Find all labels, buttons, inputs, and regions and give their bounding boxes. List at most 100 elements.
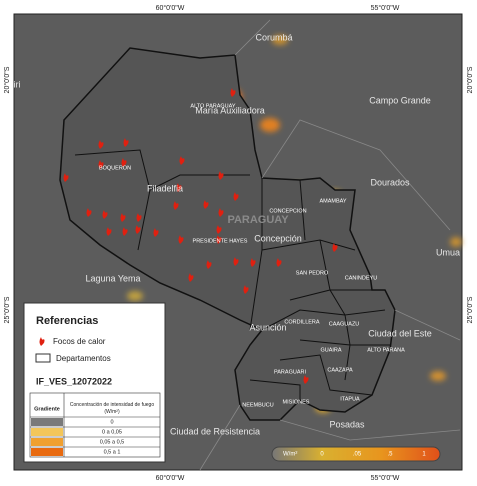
country-borders: [199, 19, 461, 471]
layer-name: IF_VES_12072022: [36, 376, 112, 386]
watermark: PARAGUAY: [227, 214, 289, 226]
department-label: GUAIRA: [320, 347, 341, 353]
place-label: Posadas: [329, 419, 365, 429]
heat-spot: [127, 291, 143, 301]
fire-icon: [98, 140, 104, 149]
place-label: Concepción: [254, 233, 302, 243]
fire-icon: [173, 201, 179, 210]
fire-icon: [250, 258, 256, 267]
fire-icon: [86, 208, 92, 217]
place-label: Asunción: [249, 322, 286, 332]
department-label: ITAPUA: [340, 396, 360, 402]
place-label: Filadelfia: [147, 183, 183, 193]
scale-unit: W/m²: [283, 452, 297, 458]
fire-icon: [206, 260, 212, 269]
country-outline: [59, 47, 396, 421]
heat-spot: [430, 371, 446, 381]
department-label: MISIONES: [283, 399, 310, 405]
fire-icon: [122, 227, 128, 236]
legend-swatch: [35, 353, 51, 363]
department-label: NEEMBUCU: [242, 402, 274, 408]
legend-item: Departamentos: [56, 354, 111, 363]
fire-icon: [176, 183, 182, 192]
fire-icon: [121, 158, 127, 167]
place-label: Umua: [436, 247, 460, 257]
fire-icon: [106, 227, 112, 236]
department-borders: [74, 149, 390, 400]
place-label: Corumbá: [255, 32, 292, 42]
fire-icon: [218, 208, 224, 217]
fire-icon: [136, 213, 142, 222]
department-label: CAAZAPA: [327, 367, 353, 373]
fire-icon: [233, 257, 239, 266]
fire-icon: [178, 235, 184, 244]
department-label: AMAMBAY: [319, 198, 346, 204]
fire-icon: [120, 213, 126, 222]
table-cell: 0,05 a 0,5: [100, 439, 124, 445]
coord-label: 25°0'0"S: [3, 296, 11, 323]
department-label: CAAGUAZU: [329, 321, 360, 327]
department-label: CANINDEYU: [345, 275, 377, 281]
scale-label: .5: [387, 452, 393, 458]
fire-icon: [188, 273, 194, 282]
fire-icon: [135, 225, 141, 234]
scale-label: .05: [353, 452, 362, 458]
scale-label: 0: [320, 452, 324, 458]
fire-icon: [179, 156, 185, 165]
legend-title: Referencias: [36, 315, 98, 327]
department-label: ALTO PARAGUAY: [190, 103, 235, 109]
department-label: PARAGUARI: [274, 369, 306, 375]
fire-icon: [332, 243, 338, 252]
department-label: PRESIDENTE HAYES: [193, 238, 248, 244]
table-cell: 0 a 0,05: [102, 429, 122, 435]
heat-spot: [450, 237, 462, 247]
gradient-swatch: [31, 448, 63, 456]
gradient-swatch: [31, 428, 63, 436]
place-label: Laguna Yema: [85, 273, 140, 283]
place-label: Ciudad de Resistencia: [170, 426, 260, 436]
table-cell: 0: [110, 419, 113, 425]
legend-item: Focos de calor: [53, 337, 106, 346]
fire-icon: [218, 171, 224, 180]
fire-icon: [243, 285, 249, 294]
heat-spot: [272, 35, 288, 45]
place-label: iri: [14, 79, 21, 89]
fire-icon: [123, 138, 129, 147]
place-label: María Auxiliadora: [195, 105, 265, 115]
department-label: BOQUERON: [99, 165, 131, 171]
table-header: Gradiente: [34, 406, 60, 412]
fire-icon: [276, 258, 282, 267]
fire-icon: [230, 88, 236, 97]
table-cell: 0,5 a 1: [104, 449, 121, 455]
coord-label: 60°0'0"W: [156, 4, 185, 12]
scale-bar: [271, 446, 441, 462]
coord-label: 55°0'0"W: [371, 4, 400, 12]
coord-label: 60°0'0"W: [156, 474, 185, 482]
gradient-swatch: [31, 438, 63, 446]
fire-icon: [216, 235, 222, 244]
fire-icon: [63, 173, 69, 182]
coord-label: 55°0'0"W: [371, 474, 400, 482]
gradient-swatch: [31, 418, 63, 426]
fire-icon: [216, 225, 222, 234]
department-label: ALTO PARANA: [367, 347, 405, 353]
place-label: Campo Grande: [369, 95, 431, 105]
fire-icon: [102, 210, 108, 219]
place-label: Ciudad del Este: [368, 328, 432, 338]
fire-icon: [39, 337, 45, 346]
fire-icon: [98, 160, 104, 169]
coord-label: 20°0'0"S: [466, 66, 474, 93]
heat-spot: [260, 118, 280, 132]
department-label: SAN PEDRO: [296, 270, 329, 276]
department-label: CONCEPCION: [269, 208, 306, 214]
coord-label: 25°0'0"S: [466, 296, 474, 323]
fire-icon: [203, 200, 209, 209]
table-header: Concentración de intensidad de fuego (W/m…: [70, 402, 154, 415]
fire-icon: [233, 192, 239, 201]
fire-icon: [303, 375, 309, 384]
coord-label: 20°0'0"S: [3, 66, 11, 93]
fire-icon: [153, 228, 159, 237]
department-label: CORDILLERA: [284, 319, 319, 325]
place-label: Dourados: [370, 177, 410, 187]
scale-label: 1: [422, 452, 426, 458]
